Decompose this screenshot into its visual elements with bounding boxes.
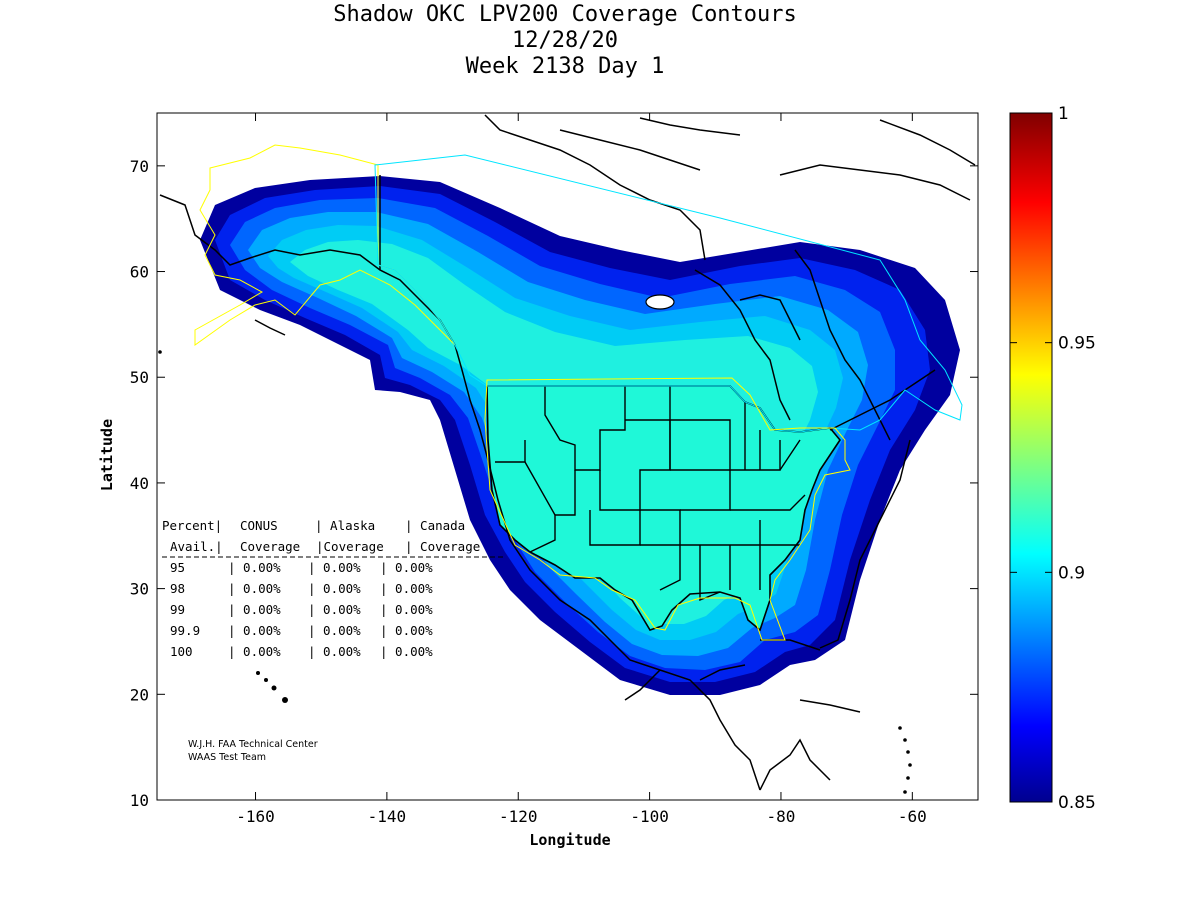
plot-area [158, 114, 976, 794]
chart-title-line-3: Week 2138 Day 1 [465, 54, 665, 79]
coverage-table-rows: 95 | 0.00% | 0.00% | 0.00% 98 | 0.00% | 0.00% |… [170, 560, 433, 659]
y-tick-label: 70 [130, 157, 149, 176]
canada-boundary [374, 154, 963, 433]
coverage-table-header-1: Percent| CONUS | Alaska | Canada [162, 518, 465, 533]
colorbar-ticks: 1 0.95 0.9 0.85 [1010, 104, 1096, 813]
y-tick-label: 10 [130, 791, 149, 810]
colorbar-tick-label: 0.85 [1058, 793, 1096, 813]
chart-title-line-1: Shadow OKC LPV200 Coverage Contours [333, 2, 797, 27]
hudson-bay-hole [645, 294, 675, 310]
x-tick-label: -120 [499, 807, 538, 826]
state-boundaries [495, 386, 806, 602]
y-tick-label: 40 [130, 474, 149, 493]
y-tick-label: 60 [130, 263, 149, 282]
x-axis-ticks: -160 -140 -120 -100 -80 -60 [236, 113, 927, 826]
y-tick-label: 20 [130, 685, 149, 704]
x-tick-label: -140 [368, 807, 407, 826]
conus-boundary [484, 377, 851, 641]
credit-line-2: WAAS Test Team [188, 752, 266, 763]
colorbar-tick-label: 1 [1058, 104, 1069, 124]
chart-title-line-2: 12/28/20 [512, 28, 618, 53]
colorbar [1009, 112, 1053, 803]
coverage-table-row: 95 | 0.00% | 0.00% | 0.00% [170, 560, 433, 575]
y-tick-label: 50 [130, 368, 149, 387]
coverage-table-row: 99 | 0.00% | 0.00% | 0.00% [170, 602, 433, 617]
coverage-table: Percent| CONUS | Alaska | Canada Avail.|… [162, 518, 505, 659]
service-area-boundaries [194, 144, 963, 641]
credit-line-1: W.J.H. FAA Technical Center [188, 739, 318, 750]
alaska-boundary [194, 144, 456, 346]
colorbar-tick-label: 0.9 [1058, 563, 1085, 583]
islands [158, 350, 912, 794]
colorbar-tick-label: 0.95 [1058, 334, 1096, 354]
coverage-table-row: 98 | 0.00% | 0.00% | 0.00% [170, 581, 433, 596]
coverage-table-row: 100 | 0.00% | 0.00% | 0.00% [170, 644, 433, 659]
x-tick-label: -100 [630, 807, 669, 826]
x-tick-label: -80 [767, 807, 796, 826]
x-tick-label: -60 [898, 807, 927, 826]
coastlines [159, 114, 976, 791]
coverage-table-row: 99.9 | 0.00% | 0.00% | 0.00% [170, 623, 433, 638]
plot-frame [156, 112, 979, 801]
y-axis-ticks: 10 20 30 40 50 60 70 [130, 157, 978, 810]
y-axis-label: Latitude [98, 419, 116, 491]
x-axis-label: Longitude [529, 831, 610, 849]
coverage-table-header-2: Avail.| Coverage |Coverage | Coverage [170, 539, 480, 554]
y-tick-label: 30 [130, 580, 149, 599]
x-tick-label: -160 [236, 807, 275, 826]
